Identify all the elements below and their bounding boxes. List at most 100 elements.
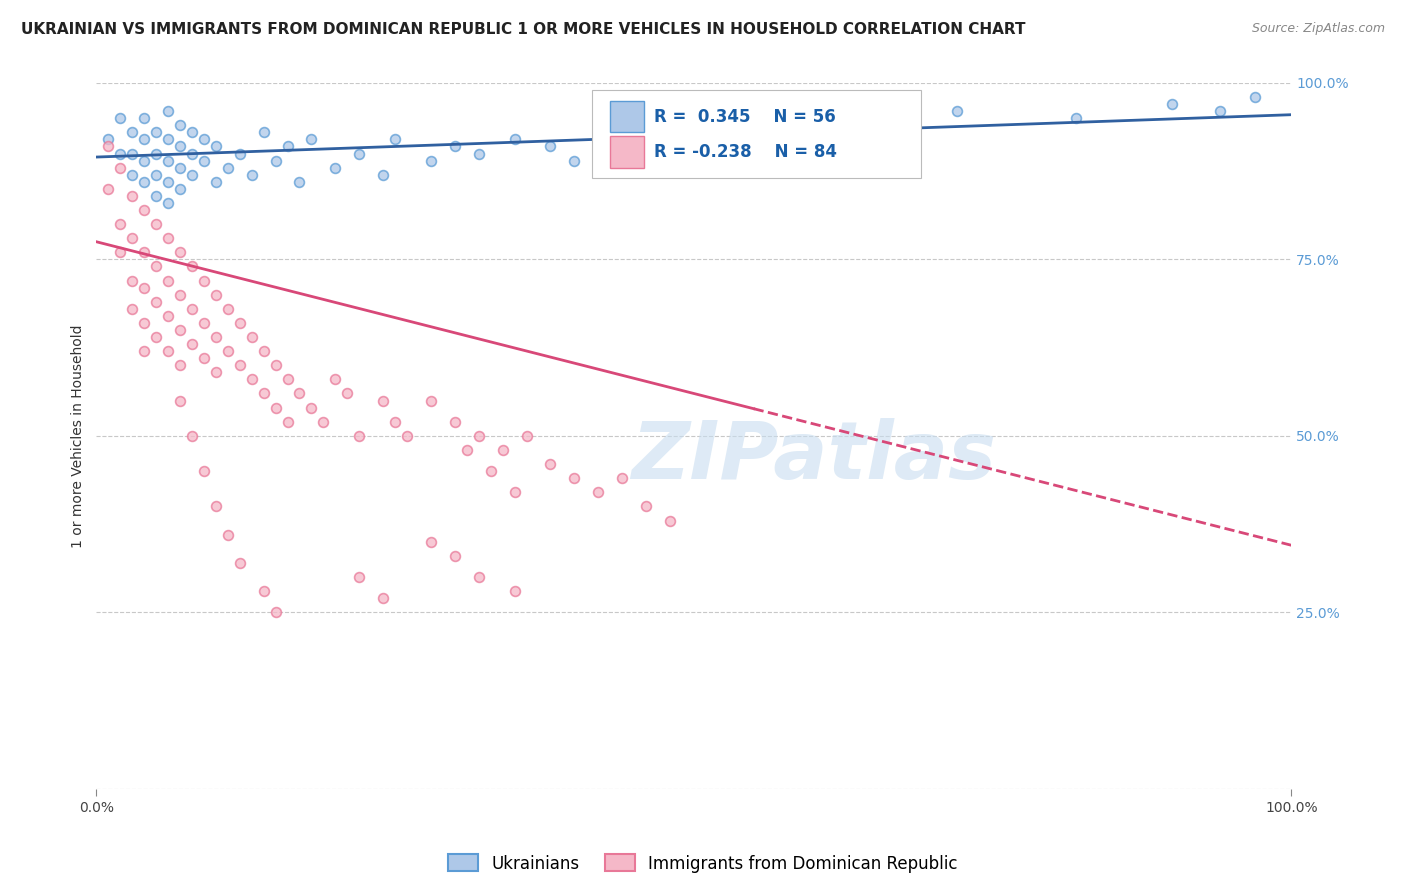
Point — [1064, 112, 1087, 126]
Point — [193, 274, 215, 288]
Point — [121, 168, 143, 182]
Point — [610, 471, 633, 485]
Point — [264, 401, 287, 415]
Point — [157, 132, 180, 146]
Point — [217, 527, 239, 541]
Point — [134, 280, 156, 294]
Point — [110, 161, 132, 175]
Point — [145, 260, 167, 274]
Point — [396, 429, 419, 443]
Text: Source: ZipAtlas.com: Source: ZipAtlas.com — [1251, 22, 1385, 36]
Point — [229, 556, 252, 570]
Point — [134, 132, 156, 146]
Point — [373, 393, 395, 408]
Point — [253, 584, 276, 599]
Point — [373, 168, 395, 182]
Point — [240, 372, 263, 386]
Point — [193, 153, 215, 168]
Point — [157, 274, 180, 288]
Point — [229, 316, 252, 330]
Point — [277, 372, 299, 386]
Point — [134, 316, 156, 330]
Point — [169, 118, 191, 132]
Point — [349, 570, 371, 584]
Point — [312, 415, 335, 429]
Point — [121, 231, 143, 245]
Point — [325, 161, 347, 175]
Point — [97, 139, 120, 153]
Point — [444, 415, 467, 429]
Bar — [610, 101, 644, 132]
Point — [253, 386, 276, 401]
Point — [301, 401, 323, 415]
Point — [134, 245, 156, 260]
Point — [373, 591, 395, 606]
Point — [181, 260, 204, 274]
Point — [205, 500, 228, 514]
Point — [277, 139, 299, 153]
Point — [384, 415, 406, 429]
Point — [157, 309, 180, 323]
Point — [169, 182, 191, 196]
Point — [240, 330, 263, 344]
Point — [538, 457, 561, 471]
Point — [205, 330, 228, 344]
Point — [181, 146, 204, 161]
Point — [121, 125, 143, 139]
Point — [217, 344, 239, 359]
Text: ZIPatlas: ZIPatlas — [631, 418, 995, 496]
Point — [945, 104, 967, 119]
Point — [121, 146, 143, 161]
Point — [1208, 104, 1230, 119]
Point — [181, 301, 204, 316]
Point — [134, 153, 156, 168]
Point — [205, 175, 228, 189]
Point — [134, 112, 156, 126]
Point — [121, 301, 143, 316]
Bar — [610, 136, 644, 168]
Point — [479, 464, 502, 478]
Point — [325, 372, 347, 386]
Point — [288, 386, 311, 401]
Point — [217, 301, 239, 316]
Point — [193, 316, 215, 330]
Point — [240, 168, 263, 182]
Point — [97, 182, 120, 196]
Point — [623, 132, 645, 146]
Point — [468, 146, 491, 161]
Point — [420, 534, 443, 549]
Point — [181, 429, 204, 443]
Point — [205, 139, 228, 153]
Point — [682, 139, 704, 153]
Point — [134, 344, 156, 359]
FancyBboxPatch shape — [592, 90, 921, 178]
Point — [253, 344, 276, 359]
Point — [468, 570, 491, 584]
Point — [157, 104, 180, 119]
Point — [145, 330, 167, 344]
Point — [169, 323, 191, 337]
Point — [110, 245, 132, 260]
Point — [1160, 97, 1182, 112]
Point — [157, 231, 180, 245]
Point — [169, 393, 191, 408]
Point — [134, 175, 156, 189]
Point — [336, 386, 359, 401]
Point — [562, 153, 585, 168]
Point — [586, 485, 609, 500]
Point — [193, 351, 215, 366]
Point — [97, 132, 120, 146]
Point — [264, 605, 287, 619]
Point — [110, 146, 132, 161]
Point — [157, 344, 180, 359]
Point — [384, 132, 406, 146]
Point — [503, 485, 526, 500]
Point — [468, 429, 491, 443]
Text: UKRAINIAN VS IMMIGRANTS FROM DOMINICAN REPUBLIC 1 OR MORE VEHICLES IN HOUSEHOLD : UKRAINIAN VS IMMIGRANTS FROM DOMINICAN R… — [21, 22, 1025, 37]
Point — [277, 415, 299, 429]
Point — [444, 549, 467, 563]
Point — [253, 125, 276, 139]
Point — [181, 168, 204, 182]
Point — [503, 584, 526, 599]
Point — [145, 189, 167, 203]
